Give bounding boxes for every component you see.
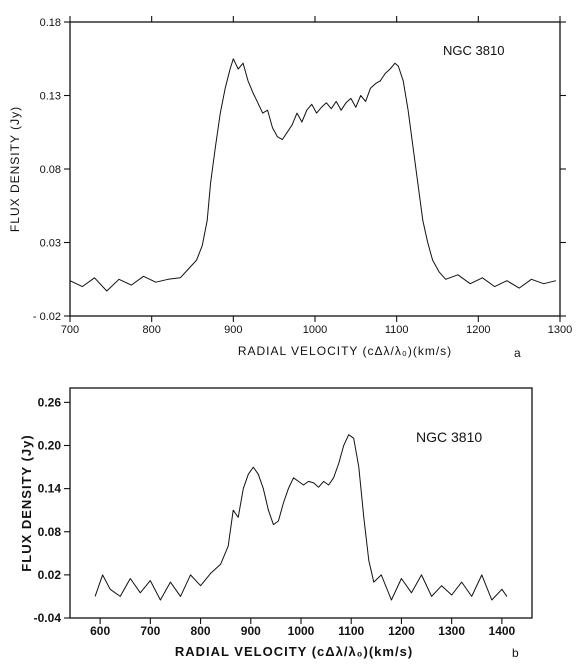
x-tick-label: 700 (61, 324, 79, 336)
x-tick-label: 1300 (548, 324, 572, 336)
x-tick-label: 800 (142, 324, 160, 336)
y-tick-label: 0.14 (38, 482, 62, 496)
x-tick-label: 1000 (303, 324, 327, 336)
series-line (94, 434, 508, 601)
x-tick-label: 1000 (288, 624, 315, 638)
panel-a-ylabel: FLUX DENSITY (Jy) (8, 106, 22, 232)
x-tick-label: 1100 (338, 624, 364, 638)
x-tick-label: 1200 (388, 624, 415, 638)
y-tick-label: 0.13 (40, 91, 61, 103)
x-tick-label: 900 (224, 324, 242, 336)
panel-b-letter: b (512, 646, 519, 660)
panel-b-ticks: 600 700 800 900 1000 1100 1200 1300 1400 -0.04 0.0… (34, 395, 516, 638)
panel-a-series-group (69, 58, 557, 292)
series-line (69, 58, 557, 292)
panel-a-letter: a (514, 346, 521, 360)
panel-b-ylabel: FLUX DENSITY (Jy) (19, 434, 34, 571)
panel-b-series-group (94, 434, 508, 601)
y-tick-label: - 0.02 (33, 311, 61, 323)
y-tick-label: 0.02 (38, 568, 62, 582)
x-tick-label: 1400 (489, 624, 516, 638)
panel-a-title: NGC 3810 (443, 43, 504, 58)
panel-b-xlabel: RADIAL VELOCITY (cΔλ/λ₀)(km/s) (175, 644, 413, 659)
panel-a-ticks: 700 800 900 1000 1100 1200 1300 - 0.02 0.03 0.08 0… (33, 16, 572, 336)
y-tick-label: 0.08 (38, 525, 62, 539)
panel-b: FLUX DENSITY (Jy) RADIAL VELOCITY (cΔλ/λ… (19, 387, 533, 660)
x-tick-label: 900 (241, 624, 261, 638)
panel-a: FLUX DENSITY (Jy) RADIAL VELOCITY (cΔλ/λ… (8, 16, 572, 360)
y-tick-label: 0.08 (40, 164, 61, 176)
x-tick-label: 1100 (385, 324, 409, 336)
y-tick-label: 0.26 (38, 395, 62, 409)
y-tick-label: -0.04 (34, 611, 62, 625)
panel-b-title: NGC 3810 (416, 429, 482, 445)
y-tick-label: 0.03 (40, 238, 61, 250)
x-tick-label: 1300 (438, 624, 465, 638)
y-tick-label: 0.20 (38, 439, 62, 453)
x-tick-label: 1200 (466, 324, 490, 336)
x-tick-label: 700 (140, 624, 160, 638)
y-tick-label: 0.18 (40, 17, 61, 29)
x-tick-label: 600 (90, 624, 110, 638)
x-tick-label: 800 (191, 624, 211, 638)
panel-a-frame (69, 21, 561, 317)
panel-a-xlabel: RADIAL VELOCITY (cΔλ/λ₀)(km/s) (238, 344, 452, 358)
